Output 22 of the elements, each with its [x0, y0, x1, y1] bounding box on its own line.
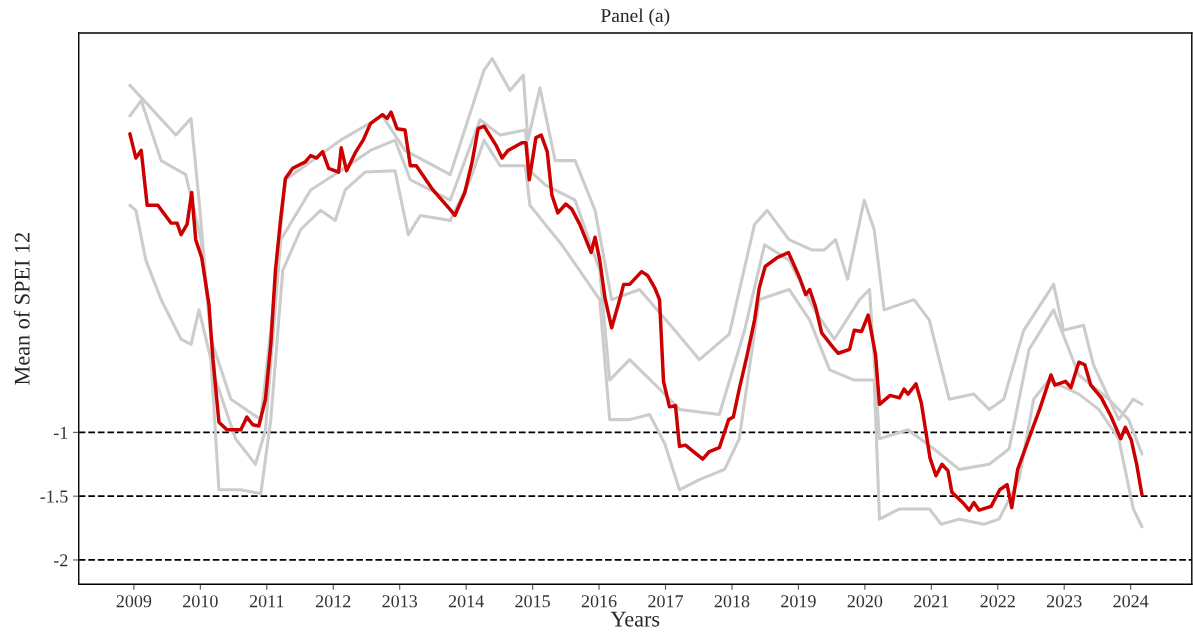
- x-tick-label: 2019: [781, 595, 816, 608]
- y-axis-title: Mean of SPEI 12: [13, 232, 30, 385]
- x-tick-label: 2014: [448, 595, 484, 608]
- y-tick-label: -1: [53, 426, 68, 439]
- x-tick-label: 2011: [249, 595, 284, 608]
- x-tick-label: 2009: [116, 595, 152, 608]
- x-tick-label: 2013: [382, 595, 418, 608]
- x-tick-label: 2010: [183, 595, 218, 608]
- x-tick-label: 2020: [847, 595, 883, 608]
- x-tick-label: 2022: [980, 595, 1015, 608]
- x-tick-label: 2018: [714, 595, 750, 608]
- x-tick-label: 2023: [1046, 595, 1082, 608]
- x-tick-label: 2015: [515, 595, 550, 608]
- x-tick-label: 2021: [914, 595, 949, 608]
- x-axis-title: Years: [610, 611, 660, 627]
- y-tick-label: -1.5: [40, 490, 68, 503]
- chart-title: Panel (a): [601, 8, 670, 27]
- y-tick-label: -2: [53, 554, 68, 567]
- x-tick-label: 2024: [1113, 595, 1149, 608]
- x-tick-label: 2017: [648, 595, 684, 608]
- x-tick-label: 2012: [315, 595, 351, 608]
- x-tick-label: 2016: [581, 595, 617, 608]
